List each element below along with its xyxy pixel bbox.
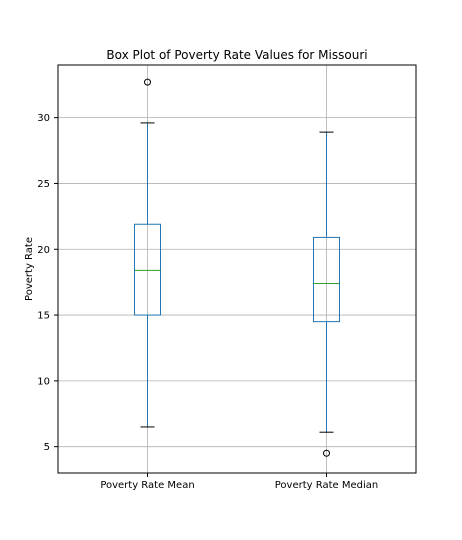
y-tick-label: 25 [37, 179, 50, 190]
box-iqr [313, 236, 340, 323]
y-tick-label: 10 [37, 376, 50, 387]
y-axis-label: Poverty Rate [24, 237, 35, 301]
outlier-point [144, 78, 151, 86]
x-ticks-layer: Poverty Rate Mean Poverty Rate Median [100, 473, 378, 491]
x-tick-label: Poverty Rate Mean [100, 480, 194, 491]
chart-title: Box Plot of Poverty Rate Values for Miss… [106, 48, 367, 62]
y-tick-label: 5 [44, 442, 50, 453]
y-ticks-layer: 5 10 15 20 25 30 [37, 113, 58, 453]
plot-frame [57, 64, 417, 474]
grid-layer [58, 65, 416, 473]
y-tick-label: 20 [37, 245, 50, 256]
x-tick-label: Poverty Rate Median [275, 480, 378, 491]
box-iqr [134, 223, 161, 316]
outlier-point [323, 449, 330, 457]
boxes-layer [134, 78, 340, 457]
y-tick-label: 30 [37, 113, 50, 124]
y-tick-label: 15 [37, 311, 50, 322]
